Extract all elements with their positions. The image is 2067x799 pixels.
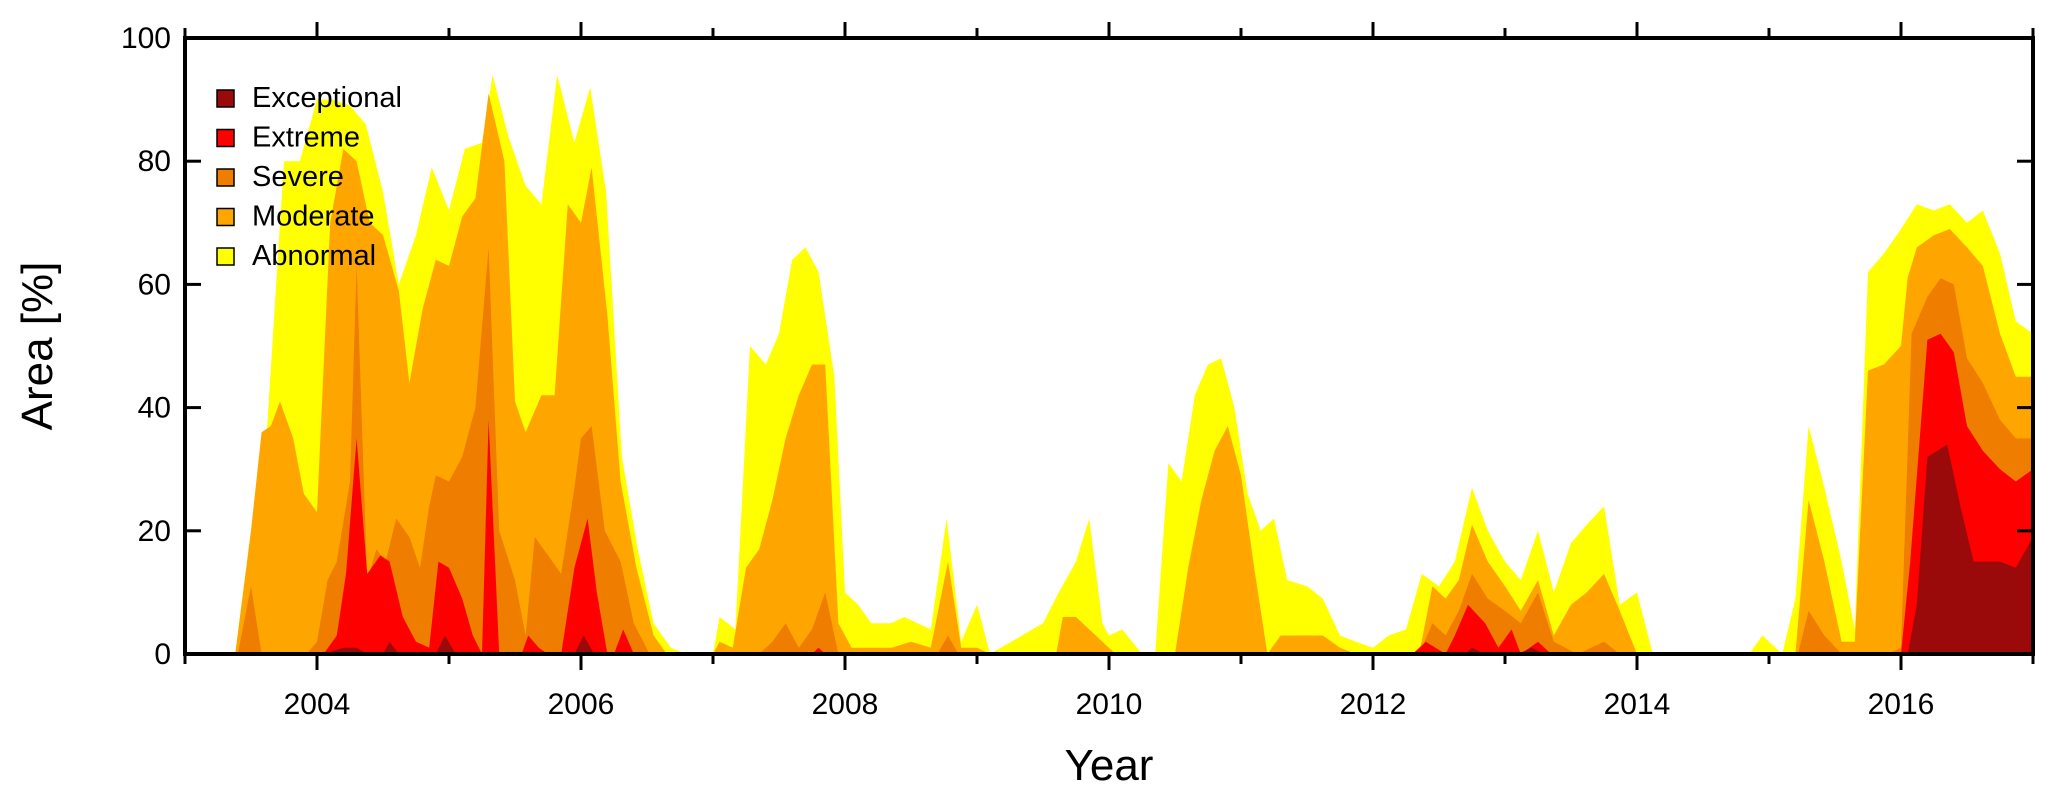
- y-tick-label: 100: [121, 22, 171, 55]
- legend-label-moderate: Moderate: [252, 201, 375, 233]
- legend-swatch-abnormal: [216, 247, 235, 266]
- legend-label-extreme: Extreme: [252, 122, 360, 154]
- x-tick-label: 2004: [284, 688, 351, 721]
- legend-label-severe: Severe: [252, 161, 344, 193]
- x-tick-label: 2014: [1604, 688, 1671, 721]
- x-axis-title: Year: [1065, 741, 1154, 790]
- y-tick-label: 40: [138, 392, 171, 425]
- legend: Exceptional Extreme Severe Moderate Abnormal: [216, 82, 402, 272]
- y-tick-label: 0: [154, 638, 171, 671]
- legend-label-abnormal: Abnormal: [252, 240, 376, 272]
- x-tick-label: 2016: [1868, 688, 1935, 721]
- legend-swatch-exceptional: [216, 89, 235, 108]
- axis-layer: 0 20 40 60 80 100 2004 2006 2008 2010 2012 2014 2016: [121, 22, 2035, 721]
- x-tick-label: 2012: [1340, 688, 1407, 721]
- legend-swatch-extreme: [216, 128, 235, 148]
- x-tick-label: 2008: [812, 688, 879, 721]
- x-tick-label: 2006: [548, 688, 615, 721]
- area-extreme: [323, 333, 2034, 654]
- y-tick-label: 20: [138, 515, 171, 548]
- x-tick-label: 2010: [1076, 688, 1143, 721]
- area-severe: [237, 247, 2033, 654]
- legend-swatch-moderate: [216, 207, 235, 227]
- y-tick-label: 60: [138, 268, 171, 301]
- series-layer: [235, 75, 2034, 654]
- legend-swatch-severe: [216, 168, 235, 187]
- y-tick-label: 80: [138, 145, 171, 178]
- y-axis-title: Area [%]: [13, 262, 62, 431]
- legend-label-exceptional: Exceptional: [252, 82, 402, 114]
